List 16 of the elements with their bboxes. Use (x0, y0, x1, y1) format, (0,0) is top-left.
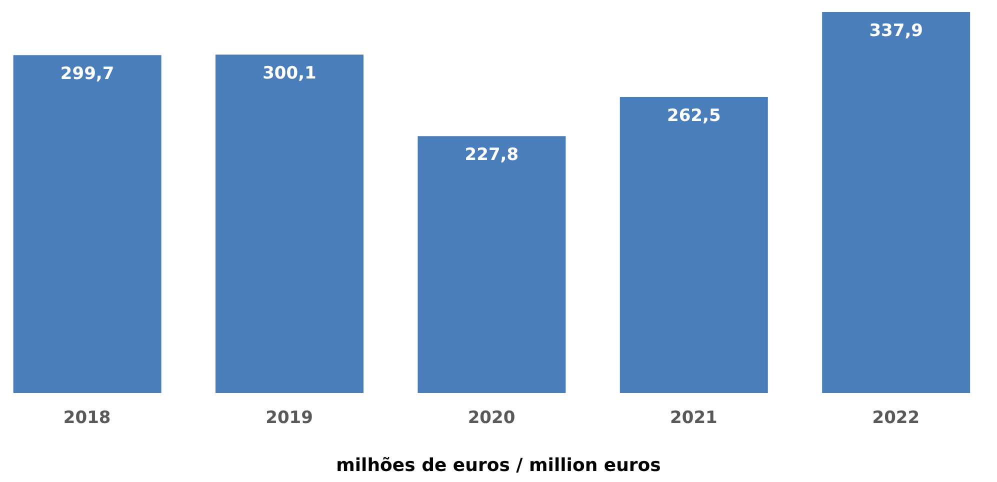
x-axis-title: milhões de euros / million euros (335, 455, 662, 476)
bar (620, 97, 768, 393)
data-label: 337,9 (869, 21, 923, 42)
bar (418, 136, 566, 393)
bar (13, 55, 162, 393)
data-label: 300,1 (262, 64, 316, 84)
data-label: 299,7 (60, 64, 114, 84)
data-label: 227,8 (464, 145, 519, 166)
x-tick-label: 2020 (468, 408, 516, 428)
x-tick-label: 2019 (266, 408, 313, 428)
x-tick-label: 2018 (63, 408, 111, 428)
x-tick-label: 2022 (872, 408, 920, 428)
bar (215, 54, 364, 393)
x-tick-label: 2021 (670, 408, 718, 428)
data-label: 262,5 (667, 106, 721, 126)
bar (822, 12, 970, 393)
